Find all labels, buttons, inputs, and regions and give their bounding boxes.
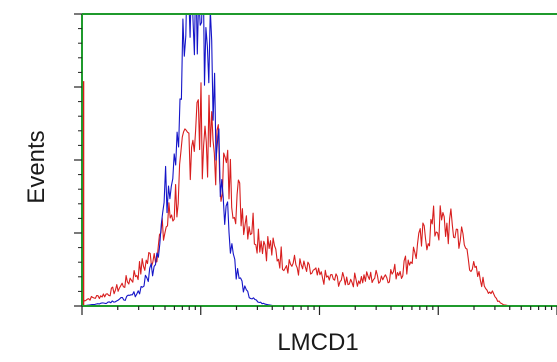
series-line-red (82, 82, 510, 306)
plot-area (82, 14, 510, 306)
series-line-blue (82, 14, 284, 306)
y-axis-label: Events (23, 130, 50, 203)
x-axis-label: LMCD1 (277, 329, 358, 356)
axis-ticks (74, 13, 557, 315)
series-layer (82, 14, 510, 306)
